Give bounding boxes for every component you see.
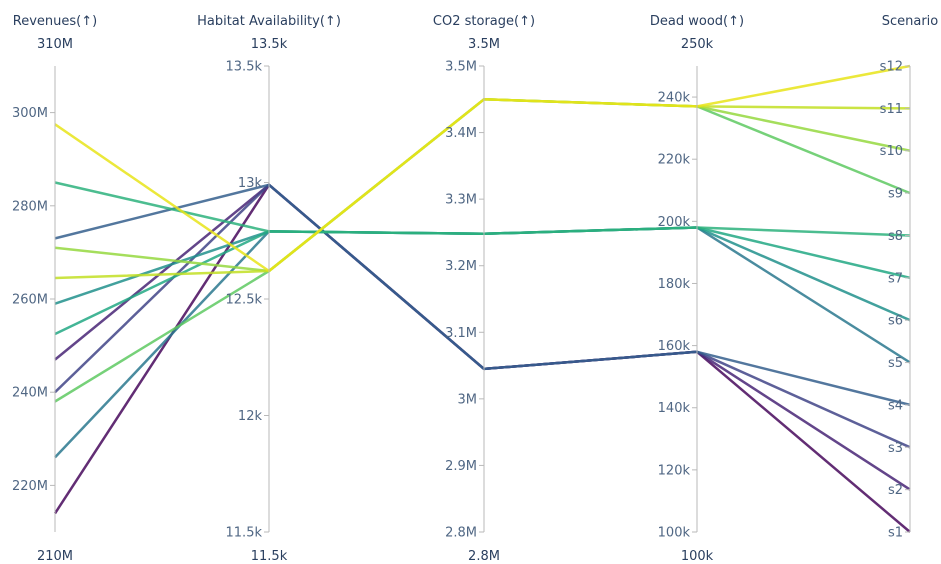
tick-label: 220k [658, 153, 691, 168]
tick-label: s8 [888, 229, 903, 244]
series-line-s1 [53, 183, 911, 533]
tick-label: 200k [658, 215, 691, 230]
tick-label: s2 [888, 483, 903, 498]
axis-range-min-label: 100k [681, 549, 714, 564]
axis-title[interactable]: Dead wood(↑) [650, 14, 744, 29]
axis-range-min-label: 210M [37, 549, 73, 564]
tick-label: 13.5k [226, 60, 263, 75]
axis-title[interactable]: Habitat Availability(↑) [197, 14, 341, 29]
axis-revenues: Revenues(↑) 310M 210M 220M 240M 260M 280M 300M [12, 14, 97, 564]
tick-label: 240M [12, 386, 48, 401]
tick-label: 3M [458, 392, 478, 407]
axis-range-max-label: 3.5M [468, 37, 500, 52]
tick-label: 180k [658, 277, 691, 292]
tick-label: s12 [880, 60, 903, 75]
tick-label: s5 [888, 356, 903, 371]
axis-range-max-label: 250k [681, 37, 714, 52]
tick-label: 220M [12, 479, 48, 494]
axis-deadwood: Dead wood(↑) 250k 100k 100k 120k 140k 160k 180k… [650, 14, 744, 564]
axis-co2: CO2 storage(↑) 3.5M 2.8M 2.8M 2.9M 3M 3.1M 3.2M… [433, 14, 535, 564]
tick-label: s6 [888, 314, 903, 329]
axis-habitat: Habitat Availability(↑) 13.5k 11.5k 11.5k 12… [197, 14, 341, 564]
axis-range-max-label: 13.5k [251, 37, 288, 52]
series-lines [53, 64, 911, 533]
axes: Revenues(↑) 310M 210M 220M 240M 260M 280M 300M H… [12, 14, 938, 564]
tick-label: 3.2M [445, 259, 477, 274]
tick-label: s4 [888, 398, 903, 413]
axis-title[interactable]: Revenues(↑) [13, 14, 97, 29]
tick-label: 3.1M [445, 326, 477, 341]
tick-label: 12.5k [226, 293, 263, 308]
axis-scenario: Scenario s1 s2 s3 s4 s5 s6 s7 s8 s9 s10 s11 s12 [880, 14, 939, 541]
axis-title[interactable]: Scenario [882, 14, 939, 29]
axis-range-min-label: 2.8M [468, 549, 500, 564]
tick-label: 11.5k [226, 526, 263, 541]
tick-label: 3.3M [445, 193, 477, 208]
tick-label: 280M [12, 199, 48, 214]
tick-label: 140k [658, 401, 691, 416]
tick-label: 120k [658, 463, 691, 478]
tick-label: s7 [888, 271, 903, 286]
tick-label: 100k [658, 526, 691, 541]
series-line-s8 [54, 181, 911, 237]
axis-title[interactable]: CO2 storage(↑) [433, 14, 535, 29]
series-line-s9 [54, 98, 911, 403]
tick-label: 3.4M [445, 126, 477, 141]
tick-label: 2.8M [445, 526, 477, 541]
tick-label: 240k [658, 91, 691, 106]
tick-label: s9 [888, 187, 903, 202]
tick-label: 3.5M [445, 60, 477, 75]
axis-range-min-label: 11.5k [251, 549, 288, 564]
tick-label: 13k [238, 176, 263, 191]
tick-label: s1 [888, 526, 903, 541]
series-line-s10 [54, 98, 911, 273]
tick-label: s3 [888, 441, 903, 456]
tick-label: 300M [12, 106, 48, 121]
axis-range-max-label: 310M [37, 37, 73, 52]
series-line-s12 [54, 64, 911, 273]
tick-label: s11 [880, 102, 903, 117]
tick-label: 2.9M [445, 459, 477, 474]
tick-label: 12k [238, 409, 263, 424]
tick-label: 260M [12, 293, 48, 308]
tick-label: s10 [880, 144, 903, 159]
series-line-s11 [54, 98, 911, 280]
series-line-s4 [54, 183, 911, 407]
tick-label: 160k [658, 339, 691, 354]
